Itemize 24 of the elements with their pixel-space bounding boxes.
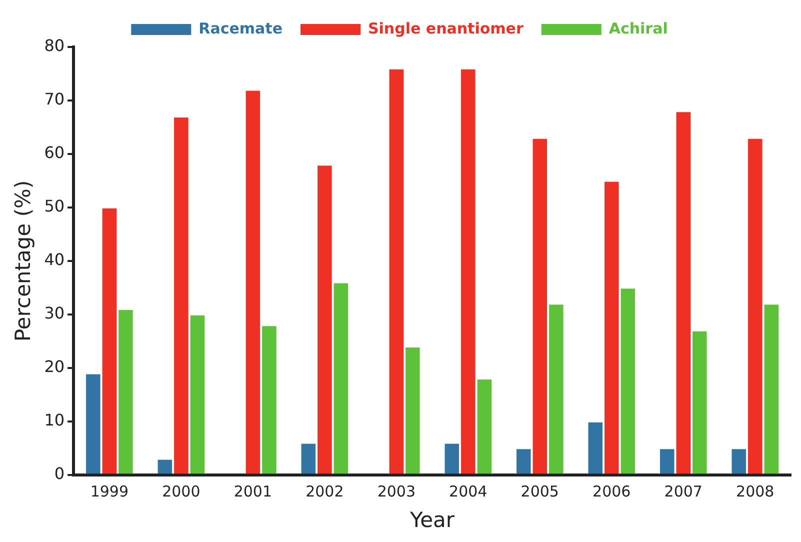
y-axis-title: Percentage (%) bbox=[11, 180, 36, 342]
y-tick-label: 30 bbox=[44, 304, 65, 323]
y-tick-label: 10 bbox=[44, 410, 65, 430]
x-tick-label: 1999 bbox=[90, 482, 129, 501]
x-tick-label: 2005 bbox=[520, 482, 559, 501]
x-tick-label: 2004 bbox=[449, 482, 488, 501]
x-tick-label: 2006 bbox=[592, 482, 631, 501]
legend-label: Single enantiomer bbox=[368, 19, 524, 38]
y-tick-label: 0 bbox=[54, 464, 65, 483]
y-tick-label: 60 bbox=[44, 143, 65, 162]
legend-label: Achiral bbox=[608, 19, 668, 38]
legend-label: Racemate bbox=[198, 19, 282, 38]
x-tick-label: 2008 bbox=[736, 482, 774, 501]
x-tick-label: 2003 bbox=[377, 482, 416, 501]
y-tick-label: 50 bbox=[44, 196, 65, 216]
x-tick-label: 2002 bbox=[306, 482, 344, 501]
x-axis-title: Year bbox=[409, 508, 455, 532]
x-tick-label: 2000 bbox=[162, 482, 200, 501]
y-tick-label: 80 bbox=[44, 36, 65, 56]
y-tick-label: 70 bbox=[44, 90, 65, 109]
x-tick-label: 2001 bbox=[234, 482, 272, 501]
x-tick-label: 2007 bbox=[664, 482, 702, 501]
y-tick-label: 20 bbox=[44, 357, 65, 376]
y-tick-label: 40 bbox=[44, 250, 65, 270]
